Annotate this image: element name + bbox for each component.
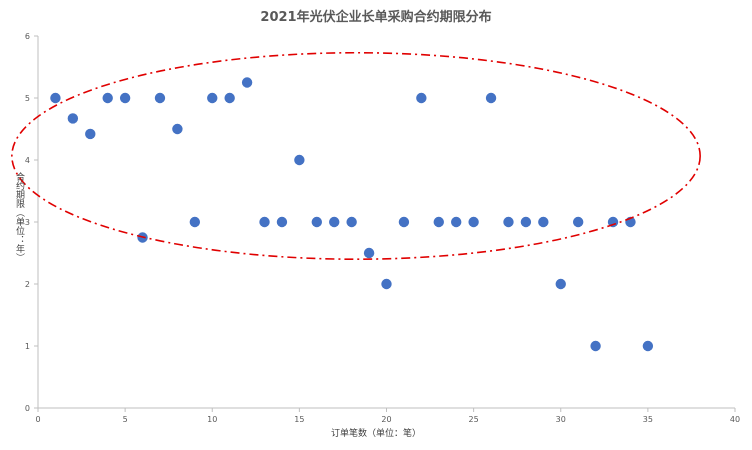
chart-title: 2021年光伏企业长单采购合约期限分布 [260,10,492,25]
data-point [294,154,305,166]
data-point [590,340,601,352]
data-point [207,92,218,104]
data-point [503,216,514,228]
y-tick-label: 6 [25,32,30,41]
data-point [189,216,201,228]
x-tick-label: 15 [294,415,304,424]
data-point [381,278,392,290]
x-tick-label: 10 [207,415,217,424]
x-tick-label: 40 [730,415,740,424]
x-tick-label: 5 [123,415,128,424]
data-point [346,216,357,228]
data-point [520,216,532,228]
highlight-ellipse [11,51,701,261]
x-tick-label: 0 [35,415,40,424]
data-point [276,216,288,228]
data-point [50,92,61,104]
data-point [433,216,444,228]
data-point [241,77,253,88]
x-axis-title: 订单笔数（单位：笔） [330,429,421,439]
y-tick-label: 5 [25,94,30,103]
y-tick-label: 3 [25,218,30,227]
data-point [416,92,427,104]
data-point [85,128,96,140]
data-point [572,216,584,228]
x-tick-label: 20 [381,415,391,424]
data-point [451,216,462,228]
data-point [485,92,497,104]
data-point [119,92,131,104]
data-point [398,216,410,228]
y-tick-label: 1 [25,342,30,351]
data-point [102,92,113,104]
y-axis-title: 合约期限（单位：年） [14,172,24,262]
y-tick-label: 2 [25,280,30,289]
x-tick-label: 35 [643,415,653,424]
y-tick-label: 0 [25,404,30,413]
data-point [311,216,322,228]
data-point [642,340,654,352]
data-point [538,216,549,228]
data-point [555,278,566,290]
x-tick-label: 25 [469,415,479,424]
data-point [224,92,235,104]
data-point [607,216,619,228]
data-point [154,92,166,104]
data-point [329,216,340,228]
data-point [259,216,270,228]
data-point [172,123,183,135]
x-tick-label: 30 [556,415,566,424]
y-tick-label: 4 [25,156,30,165]
data-point [468,216,479,228]
data-point [363,247,375,259]
data-point [67,113,79,124]
